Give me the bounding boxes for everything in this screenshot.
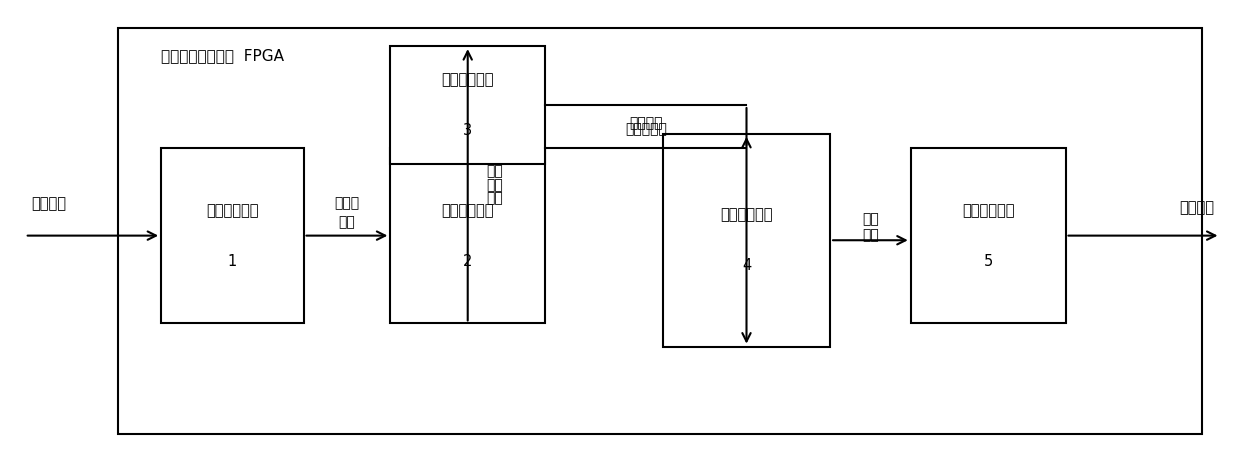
Text: 5: 5 <box>984 254 992 268</box>
Bar <box>161 148 304 323</box>
Text: 输出: 输出 <box>862 229 878 243</box>
Text: 角速率数据: 角速率数据 <box>624 122 667 136</box>
Text: 3: 3 <box>463 123 472 138</box>
Text: 平滑: 平滑 <box>486 164 503 178</box>
Text: 温度数据: 温度数据 <box>629 116 663 131</box>
Text: 数据: 数据 <box>338 215 356 229</box>
Text: 2: 2 <box>463 254 472 268</box>
Text: 数据发送单元: 数据发送单元 <box>961 203 1015 218</box>
Text: 温度采集单元: 温度采集单元 <box>441 72 494 87</box>
Text: 完成: 完成 <box>486 178 503 192</box>
Bar <box>390 148 545 323</box>
Text: 串口输入: 串口输入 <box>31 196 66 211</box>
Text: 缓存: 缓存 <box>862 213 878 226</box>
Text: 数据缓存单元: 数据缓存单元 <box>720 207 773 222</box>
Text: 数据平滑单元: 数据平滑单元 <box>441 203 494 218</box>
Text: 角速率: 角速率 <box>335 196 359 210</box>
Text: 串口输出: 串口输出 <box>1180 201 1214 215</box>
Text: 光纤陀螺测试电路  FPGA: 光纤陀螺测试电路 FPGA <box>161 49 284 63</box>
Text: 标志: 标志 <box>486 192 503 206</box>
Text: 串口接收单元: 串口接收单元 <box>206 203 259 218</box>
Bar <box>118 28 1202 434</box>
Bar <box>390 46 545 164</box>
Text: 1: 1 <box>228 254 237 268</box>
Bar <box>911 148 1066 323</box>
Bar <box>663 134 830 346</box>
Text: 4: 4 <box>742 258 751 273</box>
